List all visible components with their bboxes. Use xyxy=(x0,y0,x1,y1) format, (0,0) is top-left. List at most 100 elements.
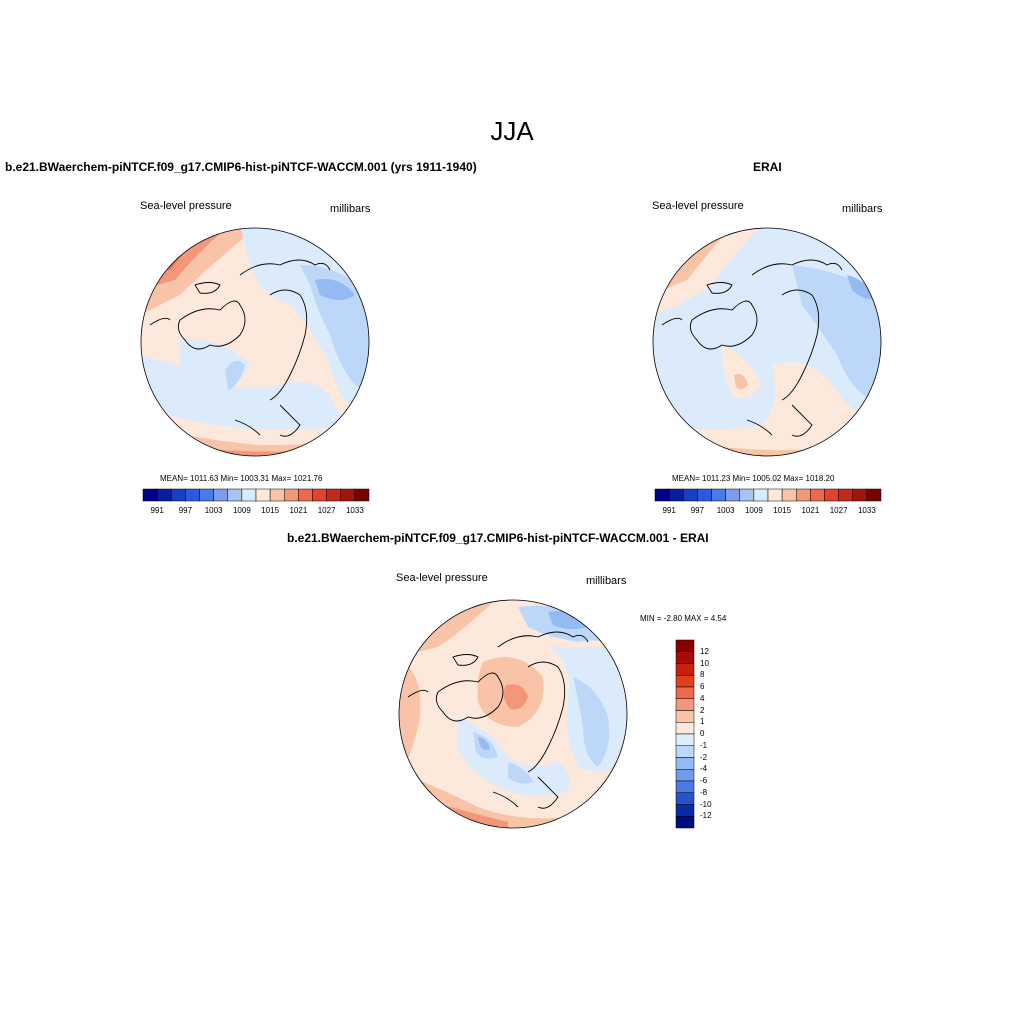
colorbar-tick-label: 1027 xyxy=(829,506,848,515)
colorbar-box xyxy=(675,804,695,817)
colorbar-box xyxy=(156,488,172,502)
colorbar-box xyxy=(753,488,769,502)
figure-title: JJA xyxy=(490,116,534,146)
colorbar-tick-label: 1033 xyxy=(345,506,364,515)
colorbar-tick-label: 1027 xyxy=(317,506,336,515)
colorbar-box xyxy=(725,488,740,502)
colorbar-box xyxy=(675,722,695,735)
diff-units-label: millibars xyxy=(586,575,627,587)
colorbar-tick-label: 1 xyxy=(700,717,705,727)
colorbar-tick-label: 1015 xyxy=(773,506,792,515)
colorbar-tick-label: 991 xyxy=(662,506,676,515)
colorbar-tick-label: 1009 xyxy=(744,506,763,515)
colorbar-box xyxy=(675,792,695,805)
diff-colorbar xyxy=(675,639,695,829)
colorbar-box xyxy=(838,488,853,502)
colorbar-tick-label: 6 xyxy=(700,682,705,691)
colorbar-box xyxy=(675,698,695,711)
colorbar-tick-label: 0 xyxy=(700,729,705,738)
colorbar-box xyxy=(697,488,712,502)
colorbar-box xyxy=(866,488,882,502)
diff-panel-title: b.e21.BWaerchem-piNTCF.f09_g17.CMIP6-his… xyxy=(287,531,709,545)
colorbar-box xyxy=(340,488,356,502)
colorbar-box xyxy=(284,488,299,502)
colorbar-tick-label: 12 xyxy=(700,646,709,656)
colorbar-tick-label: 1021 xyxy=(801,506,820,515)
colorbar-box xyxy=(711,488,726,502)
colorbar-tick-label: 997 xyxy=(178,506,193,515)
obs-panel-title: ERAI xyxy=(753,160,782,174)
colorbar-box xyxy=(255,488,271,502)
colorbar-box xyxy=(185,488,200,502)
model-stats: MEAN= 1011.63 Min= 1003.31 Max= 1021.76 xyxy=(160,474,323,483)
diff-colorbar-labels: 12 10 8 6 4 2 1 0 -1 -2 -4 -6 -8 -10 -12 xyxy=(700,640,740,828)
colorbar-box xyxy=(675,651,695,664)
colorbar-tick-label: -8 xyxy=(700,787,708,797)
model-colorbar xyxy=(142,488,370,502)
colorbar-box xyxy=(675,733,695,746)
colorbar-box xyxy=(213,488,228,502)
colorbar-box xyxy=(810,488,825,502)
colorbar-box xyxy=(298,488,313,502)
colorbar-tick-label: 991 xyxy=(150,506,164,515)
colorbar-box xyxy=(683,488,698,502)
colorbar-box xyxy=(852,488,868,502)
colorbar-tick-label: 8 xyxy=(700,670,705,680)
diff-variable-label: Sea-level pressure xyxy=(396,572,488,584)
colorbar-tick-label: 4 xyxy=(700,693,705,703)
obs-polar-map xyxy=(652,227,882,457)
colorbar-box xyxy=(675,639,695,652)
colorbar-tick-label: -10 xyxy=(700,799,712,809)
colorbar-tick-label: 10 xyxy=(700,658,709,668)
colorbar-tick-label: 2 xyxy=(700,705,705,715)
colorbar-box xyxy=(675,663,695,676)
colorbar-box xyxy=(312,488,327,502)
model-colorbar-labels: 991 997 1003 1009 1015 1021 1027 1033 xyxy=(143,506,369,516)
colorbar-box xyxy=(171,488,186,502)
colorbar-box xyxy=(675,745,695,758)
colorbar-box xyxy=(675,675,695,688)
colorbar-tick-label: -6 xyxy=(700,776,708,785)
model-polar-map xyxy=(140,227,370,457)
diff-stats: MIN = -2.80 MAX = 4.54 xyxy=(640,614,727,623)
obs-colorbar-labels: 991 997 1003 1009 1015 1021 1027 1033 xyxy=(655,506,881,516)
colorbar-tick-label: 1003 xyxy=(716,506,735,515)
model-panel-title: b.e21.BWaerchem-piNTCF.f09_g17.CMIP6-his… xyxy=(5,160,477,174)
colorbar-box xyxy=(675,816,695,829)
colorbar-tick-label: -12 xyxy=(700,811,712,821)
colorbar-tick-label: 997 xyxy=(690,506,705,515)
colorbar-box xyxy=(675,757,695,770)
colorbar-box xyxy=(227,488,243,502)
obs-units-label: millibars xyxy=(842,203,883,215)
colorbar-box xyxy=(675,710,695,723)
colorbar-box xyxy=(675,780,695,793)
colorbar-box xyxy=(199,488,214,502)
model-variable-label: Sea-level pressure xyxy=(140,200,232,212)
diff-polar-map xyxy=(398,599,628,829)
obs-variable-label: Sea-level pressure xyxy=(652,200,744,212)
obs-colorbar xyxy=(654,488,882,502)
colorbar-box xyxy=(781,488,797,502)
colorbar-box xyxy=(796,488,811,502)
colorbar-box xyxy=(675,686,695,699)
model-units-label: millibars xyxy=(330,203,371,215)
colorbar-box xyxy=(354,488,370,502)
colorbar-box xyxy=(142,488,158,502)
colorbar-box xyxy=(739,488,755,502)
colorbar-tick-label: 1015 xyxy=(261,506,280,515)
colorbar-tick-label: 1021 xyxy=(289,506,308,515)
colorbar-tick-label: -2 xyxy=(700,752,708,762)
colorbar-box xyxy=(654,488,670,502)
colorbar-box xyxy=(326,488,341,502)
colorbar-box xyxy=(269,488,285,502)
colorbar-tick-label: -4 xyxy=(700,764,708,774)
colorbar-box xyxy=(668,488,684,502)
colorbar-tick-label: 1009 xyxy=(232,506,251,515)
colorbar-tick-label: 1033 xyxy=(857,506,876,515)
colorbar-box xyxy=(767,488,783,502)
obs-stats: MEAN= 1011.23 Min= 1005.02 Max= 1018.20 xyxy=(672,474,835,483)
colorbar-box xyxy=(824,488,839,502)
colorbar-tick-label: 1003 xyxy=(204,506,223,515)
colorbar-box xyxy=(241,488,257,502)
colorbar-box xyxy=(675,769,695,782)
